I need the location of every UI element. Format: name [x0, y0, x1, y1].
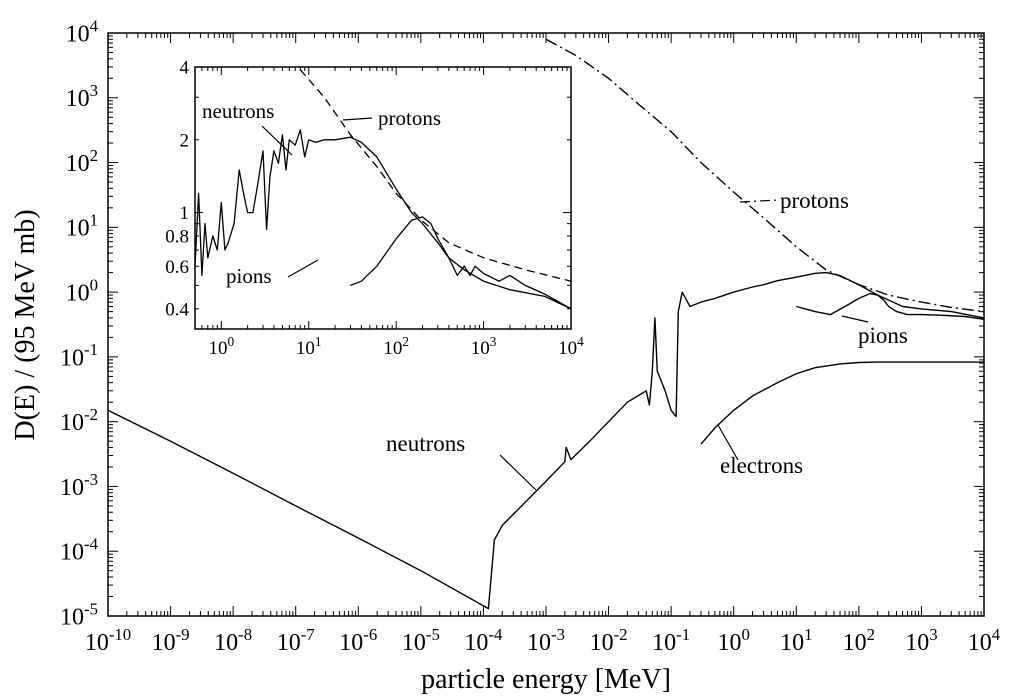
y-tick-label: 10-1	[60, 340, 98, 371]
inset-annotation-pions: pions	[226, 264, 272, 288]
series-electrons	[700, 361, 984, 445]
x-tick-label: 102	[383, 334, 409, 359]
y-tick-label: 100	[66, 275, 98, 306]
x-tick-label: 101	[780, 625, 812, 656]
x-tick-label: 100	[208, 334, 234, 359]
y-tick-label: 10-5	[60, 599, 98, 630]
y-tick-label: 4	[180, 58, 190, 79]
annotation-electrons: electrons	[720, 453, 803, 478]
x-tick-label: 101	[296, 334, 322, 359]
inset-leader-pions	[287, 259, 319, 278]
series-neutrons	[194, 129, 572, 310]
inset-annotation-protons: protons	[378, 106, 441, 130]
series-pions	[350, 216, 572, 310]
y-axis-label: D(E) / (95 MeV mb)	[10, 209, 41, 440]
annotation-pions: pions	[858, 323, 908, 348]
series-protons	[299, 69, 572, 282]
leader-electrons	[717, 424, 739, 461]
leader-neutrons	[499, 454, 537, 491]
y-tick-label: 103	[66, 81, 98, 112]
x-tick-label: 10-9	[152, 625, 190, 656]
y-tick-label: 102	[66, 146, 98, 177]
main-ticks	[107, 33, 985, 617]
main-series	[107, 38, 985, 610]
x-tick-label: 10-10	[85, 625, 131, 656]
y-tick-label: 104	[66, 16, 99, 47]
x-axis-label: particle energy [MeV]	[421, 664, 671, 695]
y-tick-label: 10-4	[60, 535, 99, 566]
inset-background	[195, 67, 571, 329]
series-pions	[796, 292, 985, 320]
x-tick-label: 10-4	[464, 625, 503, 656]
series-neutrons	[107, 271, 985, 610]
x-tick-label: 104	[968, 625, 1001, 656]
x-tick-label: 10-6	[339, 625, 377, 656]
inset-ticks	[194, 66, 572, 329]
leader-pions	[841, 315, 869, 323]
inset-annotation-neutrons: neutrons	[202, 99, 274, 123]
x-tick-label: 10-3	[527, 625, 565, 656]
x-tick-label: 10-2	[590, 625, 628, 656]
x-tick-label: 103	[471, 334, 497, 359]
x-tick-label: 10-5	[402, 625, 440, 656]
x-tick-label: 100	[718, 625, 750, 656]
y-tick-label: 0.6	[165, 257, 189, 278]
y-tick-label: 10-2	[60, 405, 98, 436]
y-tick-label: 1	[180, 203, 190, 224]
x-tick-label: 102	[843, 625, 875, 656]
main-tick-labels: 10-10 10-9 10-8 10-7 10-6 10-5 10-4 10-3 10-2 10-…	[60, 16, 1001, 656]
x-tick-label: 10-8	[214, 625, 252, 656]
inset-tick-labels: 100 101 102 103 104 0.4 0.6 0.8 1 2 4	[165, 58, 584, 359]
y-tick-label: 10-3	[60, 470, 98, 501]
leader-protons	[739, 199, 779, 203]
y-tick-label: 0.4	[165, 299, 189, 320]
x-tick-label: 104	[558, 334, 584, 359]
x-tick-label: 103	[905, 625, 937, 656]
inset-series	[194, 69, 572, 310]
inset-leader-neutrons	[261, 125, 293, 156]
inset-leader-protons	[342, 117, 373, 121]
series-protons	[545, 38, 985, 313]
y-tick-label: 2	[180, 130, 190, 151]
annotation-neutrons: neutrons	[386, 431, 465, 456]
annotation-protons: protons	[780, 188, 849, 213]
y-tick-label: 0.8	[165, 227, 189, 248]
x-tick-label: 10-1	[652, 625, 690, 656]
x-tick-label: 10-7	[277, 625, 315, 656]
y-tick-label: 101	[66, 211, 98, 242]
